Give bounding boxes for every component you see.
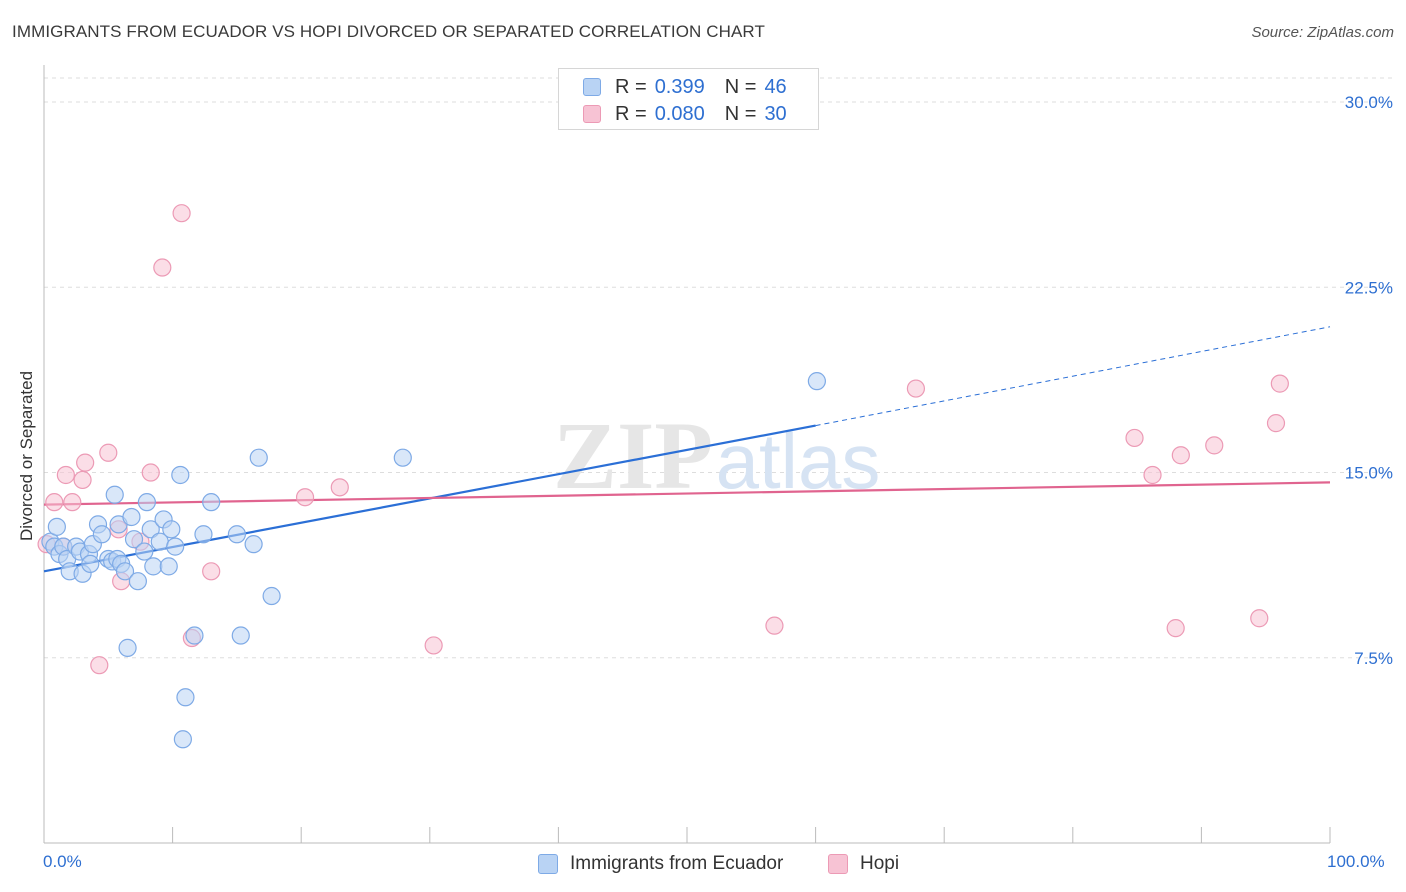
chart-title: IMMIGRANTS FROM ECUADOR VS HOPI DIVORCED… bbox=[12, 22, 765, 41]
hopi-point-12 bbox=[141, 463, 160, 482]
legend-r-label: R = bbox=[615, 75, 647, 98]
hopi-point-25 bbox=[1171, 446, 1190, 465]
hopi-point-17 bbox=[295, 488, 315, 507]
hopi-point-6 bbox=[76, 453, 95, 472]
ecuador-point-46 bbox=[393, 448, 412, 467]
hopi-point-20 bbox=[765, 616, 784, 635]
series-legend-ecuador[interactable]: Immigrants from Ecuador bbox=[538, 851, 783, 877]
watermark-zip: ZIP bbox=[553, 402, 713, 509]
y-tick-label-3: 30.0% bbox=[1345, 93, 1393, 112]
ecuador-point-40 bbox=[202, 493, 221, 512]
ecuador-point-38 bbox=[185, 626, 204, 645]
ecuador-point-39 bbox=[194, 525, 213, 544]
ecuador-point-36 bbox=[173, 730, 192, 749]
ecuador-point-22 bbox=[118, 638, 137, 657]
legend-r-value-hopi: 0.080 bbox=[654, 102, 705, 125]
legend-r-value-ecuador: 0.399 bbox=[654, 75, 705, 98]
ecuador-point-2 bbox=[47, 517, 66, 536]
ecuador-point-14 bbox=[92, 525, 111, 544]
trend-line-hopi bbox=[43, 481, 1331, 506]
ecuador-point-28 bbox=[141, 520, 160, 539]
source-label: Source: ZipAtlas.com bbox=[1251, 24, 1394, 41]
hopi-point-27 bbox=[1250, 609, 1269, 628]
ecuador-point-45 bbox=[262, 586, 281, 606]
legend-n-value-hopi: 30 bbox=[764, 102, 787, 125]
ecuador-point-37 bbox=[176, 688, 195, 707]
hopi-point-28 bbox=[1266, 414, 1286, 433]
legend-n-label: N = bbox=[724, 75, 757, 98]
series-legend-label-ecuador: Immigrants from Ecuador bbox=[570, 853, 784, 874]
ecuador-point-25 bbox=[128, 572, 147, 591]
axes bbox=[43, 65, 1331, 844]
ecuador-point-33 bbox=[162, 520, 181, 539]
ecuador-point-24 bbox=[124, 530, 144, 549]
x-tick-label-min: 0.0% bbox=[43, 852, 82, 871]
series-swatch-ecuador bbox=[538, 854, 558, 874]
y-tick-labels: 7.5% 15.0% 22.5% 30.0% bbox=[1345, 93, 1393, 668]
legend-row-ecuador: R = 0.399 N = 46 bbox=[583, 74, 787, 100]
series-legend-label-hopi: Hopi bbox=[860, 853, 900, 874]
legend-row-hopi: R = 0.080 N = 30 bbox=[583, 101, 787, 127]
hopi-point-22 bbox=[1125, 428, 1144, 448]
hopi-point-19 bbox=[424, 636, 443, 655]
ecuador-point-11 bbox=[81, 554, 100, 574]
hopi-point-29 bbox=[1270, 374, 1289, 393]
hopi-point-14 bbox=[172, 204, 191, 223]
ecuador-point-21 bbox=[115, 562, 135, 581]
ecuador-point-35 bbox=[171, 465, 190, 485]
hopi-point-23 bbox=[1143, 465, 1162, 485]
series-legend-hopi[interactable]: Hopi bbox=[828, 851, 899, 877]
y-tick-label-1: 15.0% bbox=[1345, 464, 1393, 483]
correlation-legend: R = 0.399 N = 46 R = 0.080 N = 30 bbox=[558, 68, 819, 130]
ecuador-point-41 bbox=[227, 525, 246, 544]
trend-line-ecuador-extension bbox=[815, 326, 1331, 427]
hopi-point-13 bbox=[153, 258, 172, 277]
hopi-point-21 bbox=[906, 379, 926, 398]
hopi-point-26 bbox=[1205, 436, 1224, 455]
ecuador-point-47 bbox=[807, 372, 826, 391]
series-swatch-hopi bbox=[828, 854, 848, 874]
hopi-point-8 bbox=[99, 443, 118, 462]
legend-n-value-ecuador: 46 bbox=[764, 75, 787, 98]
ecuador-point-29 bbox=[144, 557, 163, 576]
hopi-point-3 bbox=[56, 465, 75, 485]
ecuador-point-42 bbox=[231, 626, 250, 645]
legend-r-label: R = bbox=[615, 102, 647, 125]
y-tick-label-2: 22.5% bbox=[1345, 278, 1393, 297]
x-tick-label-max: 100.0% bbox=[1327, 852, 1385, 871]
hopi-point-5 bbox=[73, 470, 92, 490]
hopi-point-1 bbox=[45, 493, 64, 512]
legend-n-label: N = bbox=[724, 102, 757, 125]
legend-swatch-ecuador bbox=[583, 78, 601, 96]
ecuador-point-32 bbox=[159, 557, 178, 576]
ecuador-point-34 bbox=[166, 537, 185, 556]
ecuador-points bbox=[41, 372, 826, 749]
ecuador-point-23 bbox=[122, 507, 141, 527]
hopi-point-4 bbox=[63, 493, 82, 512]
ecuador-point-44 bbox=[249, 448, 268, 467]
hopi-point-16 bbox=[202, 562, 221, 581]
ecuador-point-17 bbox=[105, 485, 124, 504]
hopi-point-7 bbox=[90, 656, 109, 675]
hopi-point-24 bbox=[1166, 619, 1185, 638]
grid-lines bbox=[44, 77, 1393, 659]
ecuador-point-43 bbox=[244, 535, 263, 554]
legend-swatch-hopi bbox=[583, 105, 601, 123]
hopi-point-18 bbox=[330, 478, 349, 497]
ecuador-point-26 bbox=[135, 542, 154, 561]
y-tick-label-0: 7.5% bbox=[1354, 649, 1393, 668]
ecuador-point-27 bbox=[137, 493, 156, 512]
